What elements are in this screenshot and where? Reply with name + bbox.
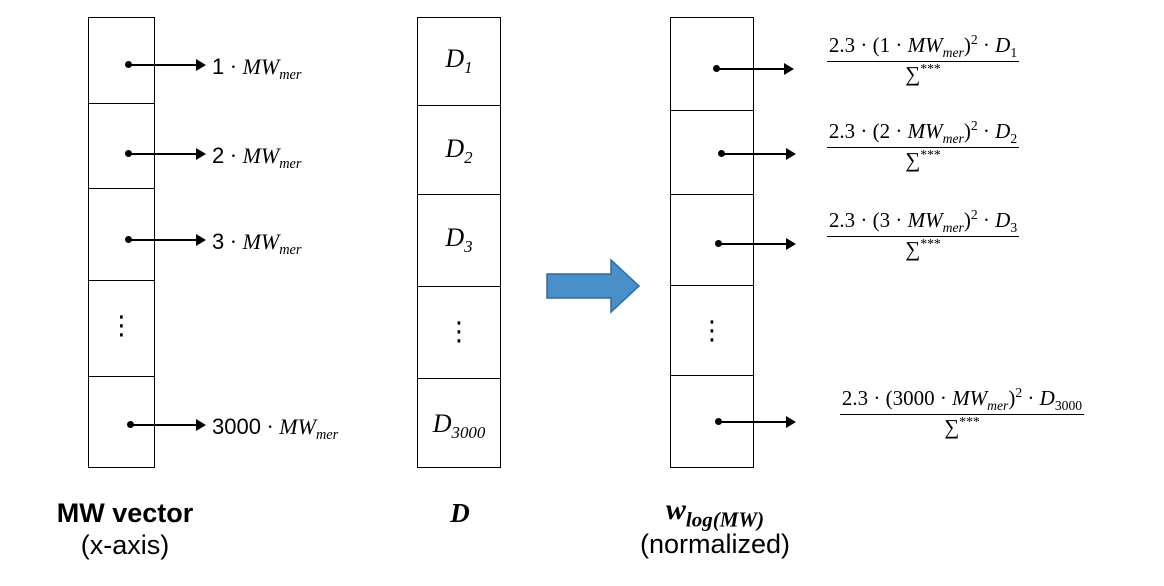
mw-label-1: 1 · MWmer <box>212 54 302 83</box>
w-cell-1 <box>671 18 753 110</box>
w-cell-3 <box>671 194 753 285</box>
mw-dot-2 <box>125 150 132 157</box>
mw-cell-dots: ⋮ <box>89 280 154 376</box>
mw-cell-3 <box>89 188 154 280</box>
d-cell-2: D2 <box>418 105 500 194</box>
mw-label-3000: 3000 · MWmer <box>212 414 339 443</box>
d-title: D <box>450 498 470 528</box>
mw-cell-3000 <box>89 376 154 469</box>
mw-label-2: 2 · MWmer <box>212 143 302 172</box>
mw-dot-3 <box>125 236 132 243</box>
mw-arrow-3 <box>129 234 206 246</box>
d-column: D1 D2 D3 ⋮ D3000 <box>417 17 501 468</box>
mw-arrow-1 <box>129 59 206 71</box>
w-formula-1: 2.3 · (1 · MWmer)2 · D1 ∑*** <box>826 31 1020 87</box>
vertical-ellipsis: ⋮ <box>446 317 472 347</box>
w-arrow-2 <box>722 148 796 160</box>
mw-dot-1 <box>125 61 132 68</box>
w-formula-3: 2.3 · (3 · MWmer)2 · D3 ∑*** <box>826 206 1020 262</box>
transform-arrow-icon <box>546 258 641 314</box>
w-formula-3000: 2.3 · (3000 · MWmer)2 · D3000 ∑*** <box>839 384 1085 440</box>
w-dot-1 <box>713 65 720 72</box>
w-arrow-1 <box>717 63 794 75</box>
w-cell-2 <box>671 110 753 194</box>
d-caption: D <box>420 497 500 529</box>
mw-vector-column: ⋮ <box>88 17 155 468</box>
w-arrow-3 <box>719 238 796 250</box>
w-caption: wlog(MW) (normalized) <box>625 492 805 560</box>
d-cell-dots: ⋮ <box>418 286 500 378</box>
d-cell-3000: D3000 <box>418 378 500 469</box>
mw-cell-1 <box>89 18 154 103</box>
d-cell-1: D1 <box>445 44 473 77</box>
w-cell-3000 <box>671 375 753 469</box>
mw-vector-title: MW vector <box>56 498 194 528</box>
mw-vector-subtitle: (x-axis) <box>80 530 170 561</box>
w-dot-3000 <box>715 418 722 425</box>
w-cell-dots: ⋮ <box>671 285 753 375</box>
vertical-ellipsis: ⋮ <box>108 311 135 341</box>
mw-arrow-2 <box>129 148 206 160</box>
mw-arrow-3000 <box>131 419 206 431</box>
mw-cell-2 <box>89 103 154 188</box>
w-dot-3 <box>715 240 722 247</box>
w-dot-2 <box>718 150 725 157</box>
w-subtitle: (normalized) <box>639 529 791 559</box>
w-column: ⋮ <box>670 17 754 468</box>
vertical-ellipsis: ⋮ <box>699 316 725 346</box>
mw-vector-caption: MW vector (x-axis) <box>50 497 200 562</box>
mw-dot-3000 <box>127 421 134 428</box>
w-title: wlog(MW) <box>665 493 765 532</box>
d-cell-3: D3 <box>418 194 500 286</box>
mw-label-3: 3 · MWmer <box>212 229 302 258</box>
w-arrow-3000 <box>719 416 796 428</box>
w-formula-2: 2.3 · (2 · MWmer)2 · D2 ∑*** <box>826 117 1020 173</box>
